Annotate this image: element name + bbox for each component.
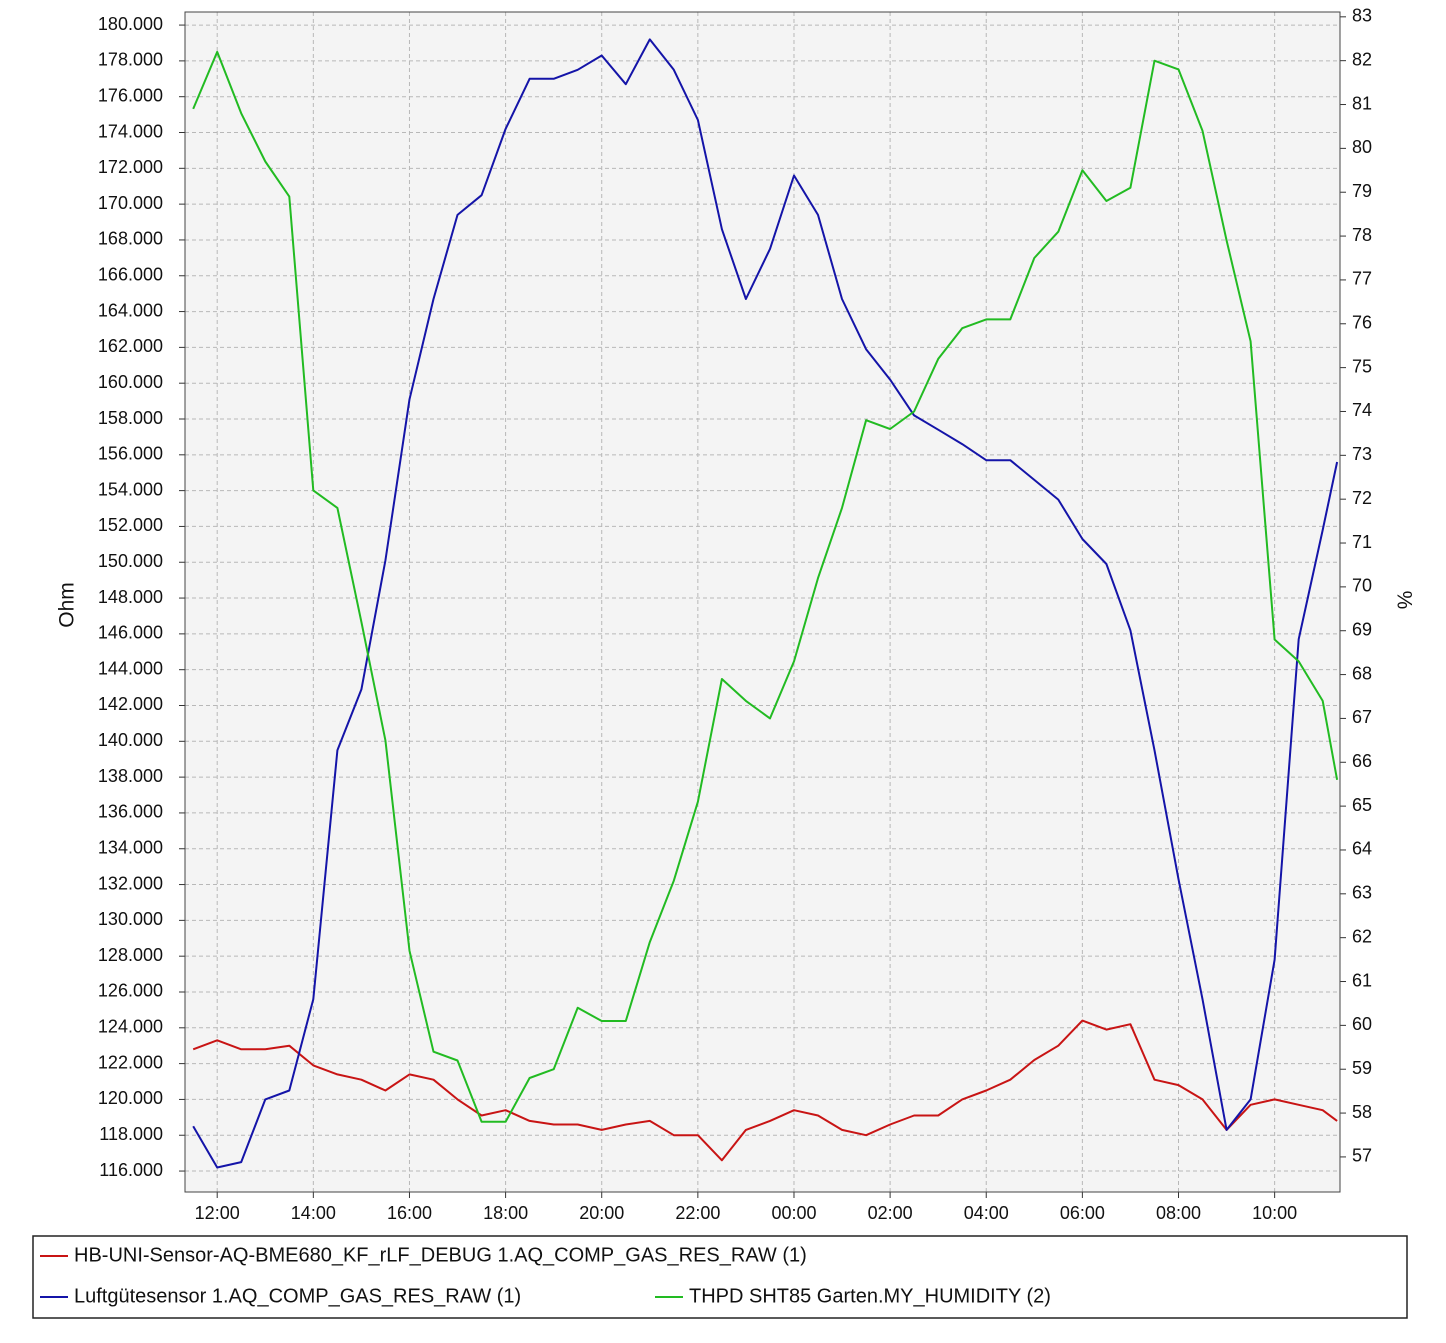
y-tick-label: 180.000 <box>98 14 163 34</box>
y-tick-label: 168.000 <box>98 229 163 249</box>
x-tick-label: 22:00 <box>675 1203 720 1223</box>
series-line <box>192 1019 1338 1162</box>
y-tick-label: 116.000 <box>99 1160 163 1180</box>
plot-border <box>184 11 1341 1193</box>
y-tick-label: 126.000 <box>98 981 163 1001</box>
y2-tick-label: 62 <box>1352 926 1372 946</box>
y-tick-label: 118.000 <box>99 1124 163 1144</box>
y2-tick-label: 80 <box>1352 137 1372 157</box>
y2-tick-label: 59 <box>1352 1058 1372 1078</box>
x-tick-label: 02:00 <box>868 1203 913 1223</box>
y2-tick-label: 64 <box>1352 839 1372 859</box>
y2-tick-label: 60 <box>1352 1014 1372 1034</box>
y-tick-label: 178.000 <box>98 50 163 70</box>
legend-label: THPD SHT85 Garten.MY_HUMIDITY (2) <box>689 1285 1051 1307</box>
y-tick-label: 174.000 <box>98 121 163 141</box>
y2-tick-label: 69 <box>1352 619 1372 639</box>
x-tick-label: 16:00 <box>387 1203 432 1223</box>
y2-tick-label: 79 <box>1352 181 1372 201</box>
y2-tick-label: 57 <box>1352 1146 1372 1166</box>
legend-label: HB-UNI-Sensor-AQ-BME680_KF_rLF_DEBUG 1.A… <box>74 1244 807 1266</box>
y-tick-label: 156.000 <box>98 444 163 464</box>
x-tick-label: 10:00 <box>1252 1203 1297 1223</box>
y2-tick-label: 81 <box>1352 93 1372 113</box>
y2-tick-label: 83 <box>1352 6 1372 26</box>
y2-tick-label: 58 <box>1352 1102 1372 1122</box>
x-tick-label: 12:00 <box>195 1203 240 1223</box>
y2-tick-label: 70 <box>1352 576 1372 596</box>
y2-tick-label: 75 <box>1352 356 1372 376</box>
y-tick-label: 152.000 <box>98 515 163 535</box>
y2-tick-label: 77 <box>1352 269 1372 289</box>
y-tick-label: 154.000 <box>98 479 163 499</box>
legend-label: Luftgütesensor 1.AQ_COMP_GAS_RES_RAW (1) <box>74 1285 521 1307</box>
y-tick-label: 162.000 <box>98 336 163 356</box>
y2-tick-label: 71 <box>1352 532 1372 552</box>
y-tick-label: 150.000 <box>98 551 163 571</box>
y2-tick-label: 82 <box>1352 49 1372 69</box>
y2-tick-label: 66 <box>1352 751 1372 771</box>
y-tick-label: 122.000 <box>98 1052 163 1072</box>
y-tick-label: 176.000 <box>98 85 163 105</box>
y-tick-label: 124.000 <box>98 1017 163 1037</box>
y2-tick-label: 74 <box>1352 400 1372 420</box>
y-tick-label: 138.000 <box>98 766 163 786</box>
x-tick-label: 04:00 <box>964 1203 1009 1223</box>
y2-tick-label: 78 <box>1352 225 1372 245</box>
legend-box <box>32 1235 1408 1319</box>
y-axis-label: Ohm <box>56 582 79 628</box>
y2-tick-label: 73 <box>1352 444 1372 464</box>
series-line <box>192 50 1339 1123</box>
y2-axis-label: % <box>1392 591 1415 610</box>
y2-tick-label: 65 <box>1352 795 1372 815</box>
y-tick-label: 142.000 <box>98 694 163 714</box>
y2-tick-label: 63 <box>1352 883 1372 903</box>
y-tick-label: 158.000 <box>98 408 163 428</box>
y-tick-label: 140.000 <box>98 730 163 750</box>
x-tick-label: 08:00 <box>1156 1203 1201 1223</box>
y2-tick-label: 72 <box>1352 488 1372 508</box>
y-tick-label: 120.000 <box>98 1088 163 1108</box>
y-tick-label: 136.000 <box>98 802 163 822</box>
y-tick-label: 164.000 <box>98 300 163 320</box>
x-tick-label: 06:00 <box>1060 1203 1105 1223</box>
y-tick-label: 144.000 <box>98 658 163 678</box>
y2-tick-label: 68 <box>1352 663 1372 683</box>
plot-area <box>185 12 1340 1192</box>
y-tick-label: 130.000 <box>98 909 163 929</box>
x-tick-label: 20:00 <box>579 1203 624 1223</box>
x-tick-label: 14:00 <box>291 1203 336 1223</box>
series-line <box>192 38 1339 1169</box>
y-tick-label: 128.000 <box>98 945 163 965</box>
y-tick-label: 172.000 <box>98 157 163 177</box>
y-tick-label: 160.000 <box>98 372 163 392</box>
x-tick-label: 00:00 <box>771 1203 816 1223</box>
y2-tick-label: 67 <box>1352 707 1372 727</box>
y-tick-label: 170.000 <box>98 193 163 213</box>
x-tick-label: 18:00 <box>483 1203 528 1223</box>
y2-tick-label: 61 <box>1352 970 1372 990</box>
y-tick-label: 148.000 <box>98 587 163 607</box>
y-tick-label: 132.000 <box>98 873 163 893</box>
y-tick-label: 166.000 <box>98 265 163 285</box>
y-tick-label: 146.000 <box>98 623 163 643</box>
y2-tick-label: 76 <box>1352 313 1372 333</box>
y-tick-label: 134.000 <box>98 837 163 857</box>
